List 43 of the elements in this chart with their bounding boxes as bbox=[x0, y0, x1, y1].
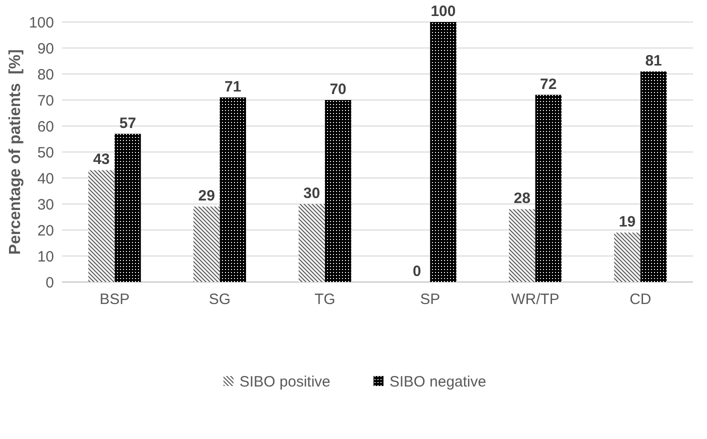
y-tick-label: 100 bbox=[28, 14, 54, 32]
bar bbox=[220, 97, 246, 282]
bar bbox=[324, 100, 352, 282]
data-label: 72 bbox=[540, 76, 557, 93]
y-tick-label: 70 bbox=[37, 92, 54, 110]
y-tick-label: 90 bbox=[37, 40, 54, 58]
data-label: 100 bbox=[430, 3, 456, 20]
data-label: 28 bbox=[514, 190, 530, 208]
data-label: 30 bbox=[303, 185, 320, 202]
data-label: 19 bbox=[618, 214, 636, 231]
y-tick-label: 80 bbox=[37, 66, 54, 84]
bar bbox=[298, 204, 325, 282]
bar bbox=[640, 71, 667, 282]
data-label: 43 bbox=[93, 151, 110, 168]
bar bbox=[430, 22, 456, 282]
bar bbox=[88, 170, 115, 282]
bar bbox=[508, 209, 536, 282]
x-tick-label: CD bbox=[630, 291, 652, 308]
data-label: 71 bbox=[224, 78, 242, 96]
y-tick-label: 30 bbox=[37, 196, 54, 214]
x-tick-label: BSP bbox=[100, 291, 130, 308]
y-tick-label: 0 bbox=[46, 274, 54, 292]
y-tick-label: 10 bbox=[37, 248, 54, 266]
y-tick-label: 40 bbox=[37, 170, 54, 188]
data-label: 81 bbox=[645, 52, 662, 70]
bar bbox=[114, 134, 141, 282]
legend-label: SIBO positive bbox=[240, 373, 330, 390]
data-label: 57 bbox=[119, 114, 136, 132]
legend-label: SIBO negative bbox=[390, 373, 486, 390]
x-tick-label: WR/TP bbox=[511, 291, 560, 308]
bar bbox=[535, 94, 562, 282]
data-label: 0 bbox=[412, 263, 422, 280]
data-label: 70 bbox=[330, 81, 346, 98]
y-tick-label: 50 bbox=[37, 144, 54, 162]
bar bbox=[614, 232, 640, 282]
y-axis-title: Percentage of patients [%] bbox=[7, 49, 24, 255]
y-tick-label: 60 bbox=[37, 118, 54, 136]
y-tick-label: 20 bbox=[37, 222, 54, 240]
x-tick-label: TG bbox=[314, 291, 336, 308]
x-tick-label: SG bbox=[208, 291, 231, 308]
x-tick-label: SP bbox=[420, 291, 440, 308]
bar bbox=[193, 206, 220, 282]
data-label: 29 bbox=[198, 188, 215, 205]
